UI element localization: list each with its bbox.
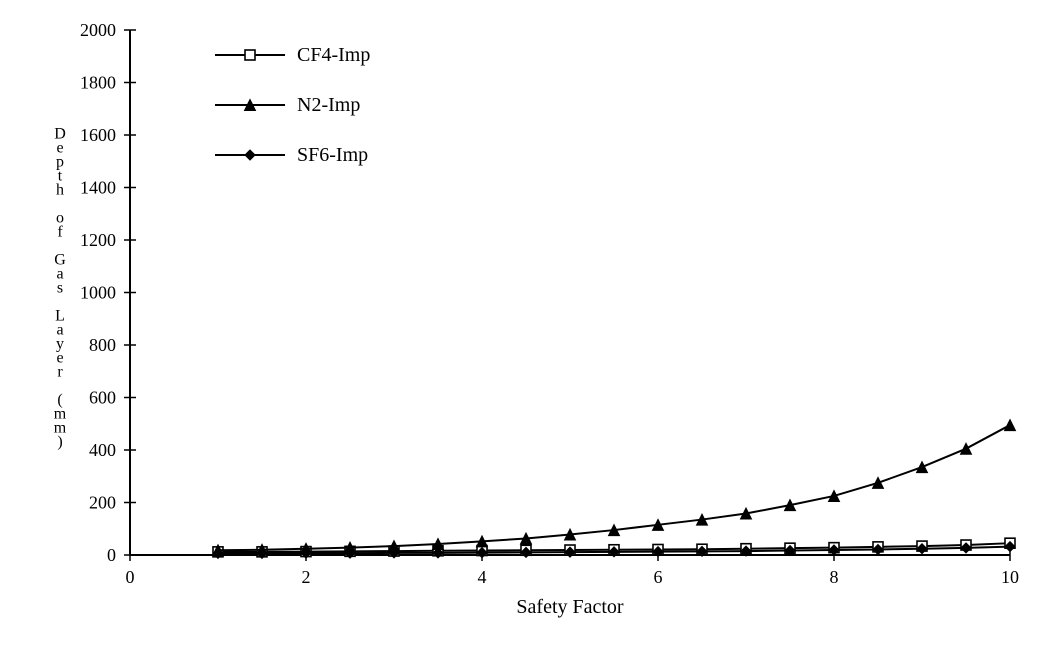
svg-text:600: 600: [89, 388, 116, 408]
svg-text:10: 10: [1001, 567, 1019, 587]
legend-label: SF6-Imp: [297, 144, 368, 166]
svg-text:1400: 1400: [80, 178, 116, 198]
line-chart: 0 2 4 6 8 10 Safety Factor 0 200 400 600 800 1000 120…: [0, 0, 1044, 657]
svg-text:4: 4: [478, 567, 487, 587]
svg-text:Safety Factor: Safety Factor: [516, 596, 624, 618]
svg-text:1800: 1800: [80, 73, 116, 93]
svg-text:2000: 2000: [80, 20, 116, 40]
legend-label: CF4-Imp: [297, 44, 370, 66]
svg-text:1600: 1600: [80, 125, 116, 145]
svg-text:f: f: [57, 224, 63, 241]
svg-text:2: 2: [302, 567, 311, 587]
svg-text:r: r: [57, 364, 63, 381]
svg-text:s: s: [57, 280, 63, 297]
svg-text:0: 0: [126, 567, 135, 587]
legend-label: N2-Imp: [297, 94, 360, 116]
svg-text:h: h: [56, 182, 64, 199]
svg-text:6: 6: [654, 567, 663, 587]
svg-text:200: 200: [89, 493, 116, 513]
svg-text:400: 400: [89, 440, 116, 460]
svg-text:8: 8: [830, 567, 839, 587]
svg-text:1200: 1200: [80, 230, 116, 250]
svg-text:800: 800: [89, 335, 116, 355]
svg-text:0: 0: [107, 545, 116, 565]
svg-text:1000: 1000: [80, 283, 116, 303]
svg-text:): ): [57, 434, 62, 451]
